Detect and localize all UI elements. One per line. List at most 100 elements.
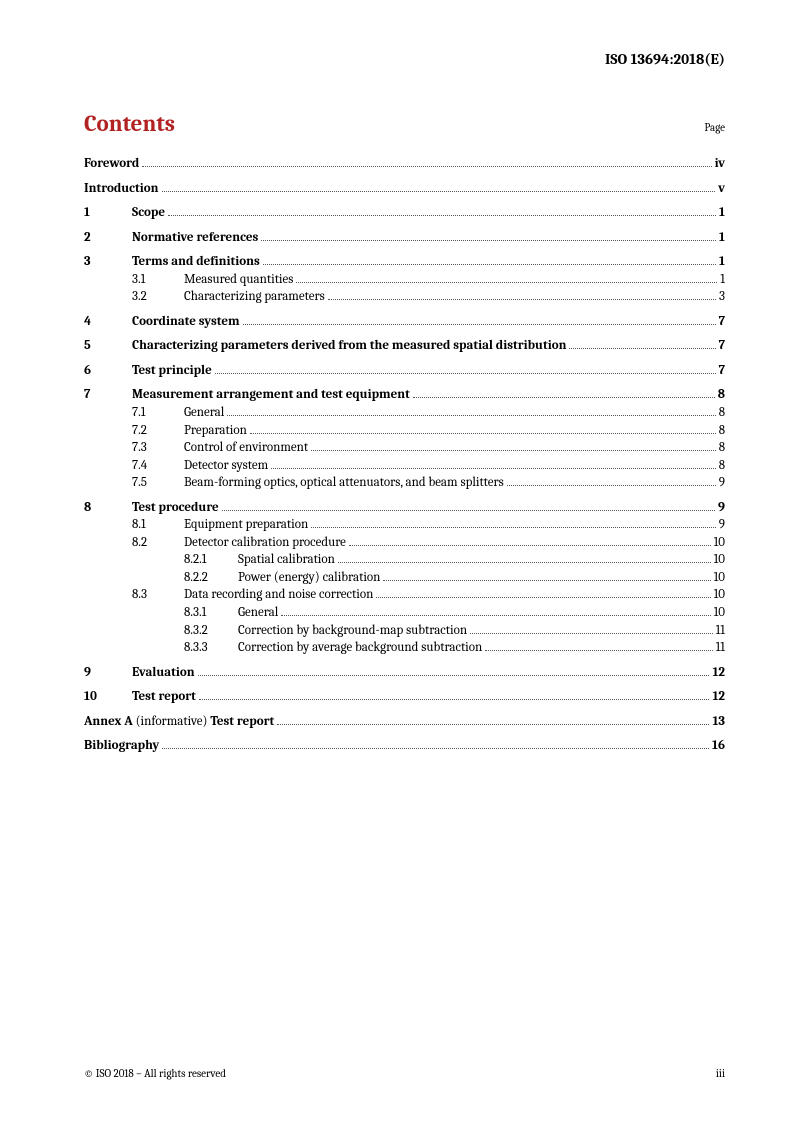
toc-row: 7.1General8 bbox=[132, 404, 725, 422]
toc-entry-title: Correction by average background subtrac… bbox=[238, 639, 482, 657]
toc-row: 8.1Equipment preparation9 bbox=[132, 516, 725, 534]
toc-entry-page: 8 bbox=[719, 422, 725, 440]
toc-entry-page: 8 bbox=[719, 439, 725, 457]
toc-entry-number: 8.2 bbox=[132, 534, 184, 552]
leader-dots bbox=[222, 510, 715, 511]
toc-row: 8.2.1Spatial calibration10 bbox=[184, 551, 725, 569]
page-column-label: Page bbox=[704, 121, 725, 134]
leader-dots bbox=[227, 415, 715, 416]
toc-entry-page: 1 bbox=[719, 229, 725, 247]
toc-entry-title: Measurement arrangement and test equipme… bbox=[132, 386, 410, 404]
toc-entry-page: v bbox=[718, 180, 725, 198]
toc-entry-number: 8.2.2 bbox=[184, 569, 238, 587]
toc-row: 7.2Preparation8 bbox=[132, 422, 725, 440]
leader-dots bbox=[277, 724, 709, 725]
toc-entry-page: 10 bbox=[714, 569, 725, 587]
document-id-header: ISO 13694:2018(E) bbox=[84, 50, 725, 68]
document-id: ISO 13694:2018(E) bbox=[605, 50, 725, 68]
toc-row: 7.4Detector system8 bbox=[132, 457, 725, 475]
leader-dots bbox=[168, 215, 716, 216]
toc-entry-page: 11 bbox=[716, 622, 725, 640]
toc-entry-number: 2 bbox=[84, 229, 132, 247]
toc-entry-number: 9 bbox=[84, 664, 132, 682]
toc-entry-page: 8 bbox=[718, 386, 725, 404]
toc-row: 8.3Data recording and noise correction10 bbox=[132, 586, 725, 604]
toc-entry-page: 3 bbox=[719, 288, 725, 306]
toc-bibliography-row: Bibliography 16 bbox=[84, 737, 725, 755]
leader-dots bbox=[349, 545, 711, 546]
toc-entry-number: 7 bbox=[84, 386, 132, 404]
leader-dots bbox=[271, 468, 716, 469]
toc-entry-number: 7.3 bbox=[132, 439, 184, 457]
toc-row: 8.3.3Correction by average background su… bbox=[184, 639, 725, 657]
toc-entry-page: 7 bbox=[719, 313, 725, 331]
toc-entry-title: General bbox=[184, 404, 224, 422]
toc-entry-number: 8.3.3 bbox=[184, 639, 238, 657]
toc-row: 9Evaluation12 bbox=[84, 664, 725, 682]
toc-entry-title: General bbox=[238, 604, 278, 622]
toc-entry-page: 1 bbox=[720, 271, 725, 289]
toc-entry-title: Scope bbox=[132, 204, 165, 222]
leader-dots bbox=[162, 191, 716, 192]
leader-dots bbox=[261, 240, 716, 241]
toc-row: 10Test report 12 bbox=[84, 688, 725, 706]
leader-dots bbox=[569, 348, 715, 349]
page-footer: © ISO 2018 – All rights reserved iii bbox=[84, 1067, 725, 1080]
toc-entry-page: iv bbox=[715, 155, 725, 173]
toc-entry-title: Foreword bbox=[84, 155, 139, 173]
leader-dots bbox=[383, 580, 710, 581]
toc-row: 3.2Characterizing parameters 3 bbox=[132, 288, 725, 306]
toc-entry-number: 10 bbox=[84, 688, 132, 706]
toc-entry-page: 8 bbox=[719, 457, 725, 475]
toc-row: 8.2Detector calibration procedure 10 bbox=[132, 534, 725, 552]
annex-prefix: Annex A bbox=[84, 714, 133, 729]
toc-row: 8.2.2Power (energy) calibration 10 bbox=[184, 569, 725, 587]
annex-qualifier: (informative) bbox=[133, 714, 211, 729]
toc-entry-title: Test report bbox=[132, 688, 196, 706]
toc-entry-title: Power (energy) calibration bbox=[238, 569, 380, 587]
toc-entry-title: Measured quantities bbox=[184, 271, 293, 289]
leader-dots bbox=[328, 299, 716, 300]
toc-entry-title: Data recording and noise correction bbox=[184, 586, 373, 604]
toc-entry-number: 8.2.1 bbox=[184, 551, 238, 569]
leader-dots bbox=[296, 282, 717, 283]
leader-dots bbox=[338, 562, 711, 563]
toc-entry-number: 7.5 bbox=[132, 474, 184, 492]
toc-entry-number: 5 bbox=[84, 337, 132, 355]
toc-entry-title: Beam-forming optics, optical attenuators… bbox=[184, 474, 504, 492]
leader-dots bbox=[470, 633, 712, 634]
toc-row: 3.1Measured quantities 1 bbox=[132, 271, 725, 289]
toc-row: 3Terms and definitions1 bbox=[84, 253, 725, 271]
toc-entry-title: Detector calibration procedure bbox=[184, 534, 346, 552]
toc-annex-row: Annex A (informative) Test report 13 bbox=[84, 713, 725, 731]
toc-entry-title: Characterizing parameters derived from t… bbox=[132, 337, 566, 355]
toc-row: 1Scope1 bbox=[84, 204, 725, 222]
toc-entry-number: 8.3.2 bbox=[184, 622, 238, 640]
toc-row: 7.5Beam-forming optics, optical attenuat… bbox=[132, 474, 725, 492]
toc-entry-page: 10 bbox=[714, 534, 725, 552]
toc-entry-page: 12 bbox=[712, 664, 725, 682]
leader-dots bbox=[243, 324, 716, 325]
toc-entry-title: Control of environment bbox=[184, 439, 308, 457]
toc-entry-number: 4 bbox=[84, 313, 132, 331]
toc-entry-number: 1 bbox=[84, 204, 132, 222]
toc-entry-number: 3.1 bbox=[132, 271, 184, 289]
toc-row: Introductionv bbox=[84, 180, 725, 198]
toc-entry-page: 9 bbox=[719, 474, 725, 492]
toc-entry-page: 13 bbox=[712, 713, 725, 731]
toc-entry-page: 1 bbox=[719, 204, 725, 222]
leader-dots bbox=[281, 615, 710, 616]
leader-dots bbox=[162, 748, 709, 749]
toc-entry-page: 10 bbox=[714, 604, 725, 622]
toc-entry-number: 7.2 bbox=[132, 422, 184, 440]
toc-entry-title: Normative references bbox=[132, 229, 258, 247]
leader-dots bbox=[263, 264, 716, 265]
toc-entry-page: 12 bbox=[712, 688, 725, 706]
toc-entry-page: 9 bbox=[718, 499, 725, 517]
toc-entry-number: 8.1 bbox=[132, 516, 184, 534]
toc-row: Foreword iv bbox=[84, 155, 725, 173]
leader-dots bbox=[250, 433, 716, 434]
toc-entry-title: Spatial calibration bbox=[238, 551, 335, 569]
toc-entry-number: 3.2 bbox=[132, 288, 184, 306]
toc-entry-title: Characterizing parameters bbox=[184, 288, 325, 306]
